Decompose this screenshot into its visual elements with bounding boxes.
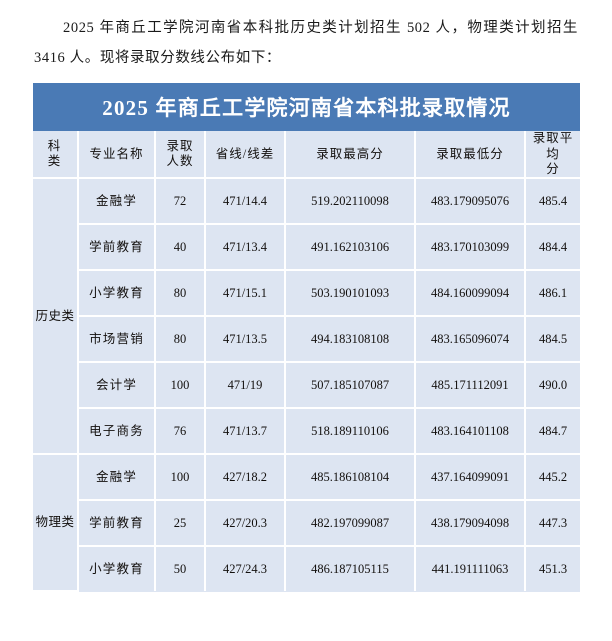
cell-lowest: 483.165096074 bbox=[415, 316, 526, 364]
cell-average: 484.4 bbox=[525, 224, 580, 272]
cell-average: 451.3 bbox=[525, 546, 580, 592]
cell-major: 小学教育 bbox=[78, 546, 156, 592]
cell-major: 学前教育 bbox=[78, 500, 156, 548]
table-row: 学前教育 25 427/20.3 482.197099087 438.17909… bbox=[33, 500, 580, 548]
cell-line-diff: 471/19 bbox=[205, 362, 286, 410]
table-title: 2025 年商丘工学院河南省本科批录取情况 bbox=[102, 96, 511, 121]
cell-major: 市场营销 bbox=[78, 316, 156, 364]
cell-average: 484.5 bbox=[525, 316, 580, 364]
column-header-provincial-line: 省线/线差 bbox=[205, 131, 286, 180]
cell-count: 72 bbox=[155, 178, 206, 226]
cell-average: 447.3 bbox=[525, 500, 580, 548]
cell-average: 485.4 bbox=[525, 178, 580, 226]
cell-average: 484.7 bbox=[525, 408, 580, 456]
cell-line-diff: 427/20.3 bbox=[205, 500, 286, 548]
cell-line-diff: 471/13.7 bbox=[205, 408, 286, 456]
cell-lowest: 483.170103099 bbox=[415, 224, 526, 272]
column-header-count-line1: 录取 bbox=[166, 139, 194, 154]
column-header-average-line1: 录取平均 bbox=[532, 131, 574, 161]
cell-line-diff: 471/13.4 bbox=[205, 224, 286, 272]
table-row: 电子商务 76 471/13.7 518.189110106 483.16410… bbox=[33, 408, 580, 456]
cell-major: 金融学 bbox=[78, 178, 156, 226]
category-cell-physics: 物理类 bbox=[33, 454, 79, 593]
cell-major: 会计学 bbox=[78, 362, 156, 410]
cell-highest: 518.189110106 bbox=[285, 408, 416, 456]
cell-average: 445.2 bbox=[525, 454, 580, 502]
category-cell-history: 历史类 bbox=[33, 178, 79, 456]
column-header-count: 录取 人数 bbox=[155, 131, 206, 180]
cell-lowest: 483.164101108 bbox=[415, 408, 526, 456]
cell-lowest: 441.191111063 bbox=[415, 546, 526, 592]
cell-major: 金融学 bbox=[78, 454, 156, 502]
table-body: 历史类 金融学 72 471/14.4 519.202110098 483.17… bbox=[33, 178, 580, 593]
cell-highest: 503.190101093 bbox=[285, 270, 416, 318]
cell-lowest: 438.179094098 bbox=[415, 500, 526, 548]
cell-count: 100 bbox=[155, 362, 206, 410]
cell-line-diff: 471/13.5 bbox=[205, 316, 286, 364]
cell-lowest: 484.160099094 bbox=[415, 270, 526, 318]
column-header-major: 专业名称 bbox=[78, 131, 156, 180]
intro-text: 2025 年商丘工学院河南省本科批历史类计划招生 502 人，物理类计划招生 3… bbox=[34, 20, 578, 66]
cell-highest: 507.185107087 bbox=[285, 362, 416, 410]
table-row: 会计学 100 471/19 507.185107087 485.1711120… bbox=[33, 362, 580, 410]
table-header-row: 科 类 专业名称 录取 人数 省线/线差 录取最高分 录取最低分 录取平均 分 bbox=[33, 131, 580, 180]
column-header-lowest-score: 录取最低分 bbox=[415, 131, 526, 180]
cell-highest: 519.202110098 bbox=[285, 178, 416, 226]
table-row: 市场营销 80 471/13.5 494.183108108 483.16509… bbox=[33, 316, 580, 364]
score-table-wrapper: 科 类 专业名称 录取 人数 省线/线差 录取最高分 录取最低分 录取平均 分 bbox=[33, 131, 580, 593]
cell-highest: 494.183108108 bbox=[285, 316, 416, 364]
cell-lowest: 485.171112091 bbox=[415, 362, 526, 410]
cell-highest: 486.187105115 bbox=[285, 546, 416, 592]
cell-line-diff: 471/14.4 bbox=[205, 178, 286, 226]
cell-major: 电子商务 bbox=[78, 408, 156, 456]
cell-count: 50 bbox=[155, 546, 206, 592]
column-header-category: 科 类 bbox=[33, 131, 79, 180]
cell-average: 490.0 bbox=[525, 362, 580, 410]
cell-count: 40 bbox=[155, 224, 206, 272]
table-row: 小学教育 50 427/24.3 486.187105115 441.19111… bbox=[33, 546, 580, 592]
column-header-average-line2: 分 bbox=[546, 161, 560, 176]
table-row: 历史类 金融学 72 471/14.4 519.202110098 483.17… bbox=[33, 178, 580, 456]
table-row: 小学教育 80 471/15.1 503.190101093 484.16009… bbox=[33, 270, 580, 318]
cell-count: 80 bbox=[155, 316, 206, 364]
admission-score-table: 科 类 专业名称 录取 人数 省线/线差 录取最高分 录取最低分 录取平均 分 bbox=[33, 131, 580, 593]
column-header-average-score: 录取平均 分 bbox=[525, 131, 580, 180]
cell-major: 小学教育 bbox=[78, 270, 156, 318]
intro-paragraph-block: 2025 年商丘工学院河南省本科批历史类计划招生 502 人，物理类计划招生 3… bbox=[0, 0, 612, 73]
cell-count: 25 bbox=[155, 500, 206, 548]
table-row: 物理类 金融学 100 427/18.2 485.186108104 437.1… bbox=[33, 454, 580, 593]
cell-count: 76 bbox=[155, 408, 206, 456]
cell-highest: 485.186108104 bbox=[285, 454, 416, 502]
cell-lowest: 437.164099091 bbox=[415, 454, 526, 502]
cell-lowest: 483.179095076 bbox=[415, 178, 526, 226]
cell-line-diff: 427/18.2 bbox=[205, 454, 286, 502]
cell-highest: 491.162103106 bbox=[285, 224, 416, 272]
cell-highest: 482.197099087 bbox=[285, 500, 416, 548]
cell-count: 80 bbox=[155, 270, 206, 318]
cell-count: 100 bbox=[155, 454, 206, 502]
cell-major: 学前教育 bbox=[78, 224, 156, 272]
cell-average: 486.1 bbox=[525, 270, 580, 318]
table-title-banner: 2025 年商丘工学院河南省本科批录取情况 bbox=[33, 83, 580, 132]
cell-line-diff: 471/15.1 bbox=[205, 270, 286, 318]
table-row: 学前教育 40 471/13.4 491.162103106 483.17010… bbox=[33, 224, 580, 272]
column-header-count-line2: 人数 bbox=[166, 154, 194, 169]
cell-line-diff: 427/24.3 bbox=[205, 546, 286, 592]
column-header-highest-score: 录取最高分 bbox=[285, 131, 416, 180]
